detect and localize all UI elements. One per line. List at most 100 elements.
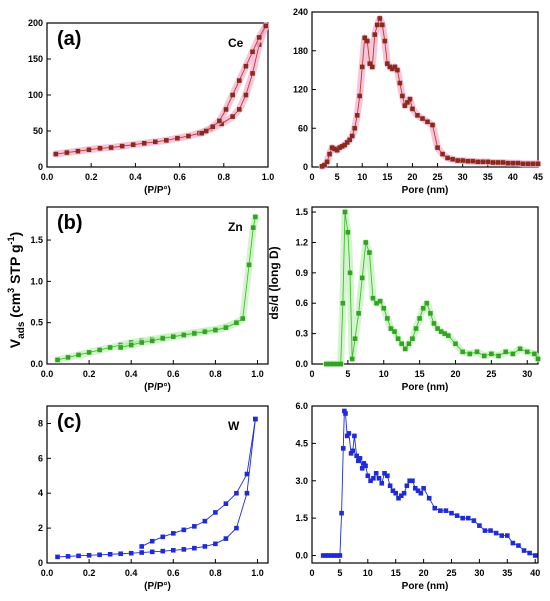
chart-zn-pore: 0 5 10 15 20 25 30 0.0 0.3 0.6 0.9 1.2 1.5 Pore (nm) [295,206,542,393]
x-tick-label: 0 [309,172,314,182]
data-point [334,361,340,367]
x-tick-label: 15 [391,568,401,578]
data-point [332,553,337,558]
data-point [346,431,352,436]
data-point [119,143,125,149]
data-point [395,336,401,341]
data-point [367,250,372,255]
data-point [421,485,426,491]
data-point [243,92,249,98]
data-point [338,361,343,367]
y-tick-label: 150 [28,54,43,64]
x-tick-label: 10 [357,172,367,182]
data-point [413,326,419,331]
data-point [496,353,501,359]
data-point [432,505,438,511]
data-point [420,305,426,311]
data-point [370,295,376,301]
data-point [343,411,348,416]
x-tick-label: 0.4 [125,369,138,379]
y-tick-label: 60 [298,123,308,133]
y-tick-label: 4 [38,488,43,498]
data-point [240,316,246,321]
data-point [334,553,340,558]
data-point [348,451,354,456]
data-point [382,470,387,476]
panel-label: (a) [57,28,81,50]
data-point [352,433,357,439]
data-point [392,329,397,334]
data-point [364,38,370,44]
data-point [399,341,404,347]
y-tick-label: 6.0 [295,401,308,411]
data-point [406,341,412,347]
data-point [223,501,229,506]
data-point [331,361,336,367]
data-point [347,137,352,143]
data-point [152,139,158,145]
data-point [86,147,92,153]
data-point [449,510,454,516]
data-point [253,416,258,422]
data-point [442,331,448,336]
data-point [480,159,486,165]
data-point [234,525,239,531]
data-point [170,547,176,553]
data-point [326,553,332,558]
data-point [149,338,155,344]
data-point [520,161,526,167]
x-tick-label: 0.6 [173,172,186,182]
x-tick-label: 10 [363,568,373,578]
data-point [354,113,360,118]
plot-frame [46,206,269,365]
data-point [250,71,255,76]
x-tick-label: 0.4 [125,568,138,578]
y-tick-label: 1.0 [30,276,43,286]
data-point [368,478,373,484]
data-point [376,475,382,481]
x-tick-label: 0.8 [209,568,222,578]
data-point [380,22,385,28]
data-point [428,311,433,316]
data-point [465,515,471,521]
data-point [203,128,209,134]
data-point [495,160,501,165]
data-point [223,107,229,112]
data-point [460,515,465,521]
data-point [253,214,258,220]
data-point [390,66,395,72]
data-point [128,342,134,348]
data-point [407,478,412,484]
data-point [510,540,516,546]
data-point [107,345,113,350]
x-tick-label: 40 [530,568,540,578]
x-tick-label: 20 [450,369,460,379]
data-point [340,446,346,451]
data-point [340,300,346,306]
data-point [213,327,218,333]
data-point [410,478,415,484]
data-point [141,140,147,146]
data-point [160,336,166,341]
x-tick-label: 30 [458,172,468,182]
data-point [460,349,465,355]
series-halo [322,208,542,368]
data-point [374,300,379,306]
plot-frame [46,405,269,564]
data-point [482,528,488,533]
x-tick-label: 40 [508,172,518,182]
data-point [324,159,330,165]
data-point [400,93,405,99]
data-point [404,483,410,489]
data-point [128,550,134,556]
data-point [438,508,443,513]
series-line [55,25,267,155]
data-point [445,155,450,161]
data-point [356,311,361,316]
data-point [510,351,516,357]
data-point [493,530,499,536]
data-point [470,158,476,164]
data-point [76,553,81,559]
data-point [55,357,60,363]
